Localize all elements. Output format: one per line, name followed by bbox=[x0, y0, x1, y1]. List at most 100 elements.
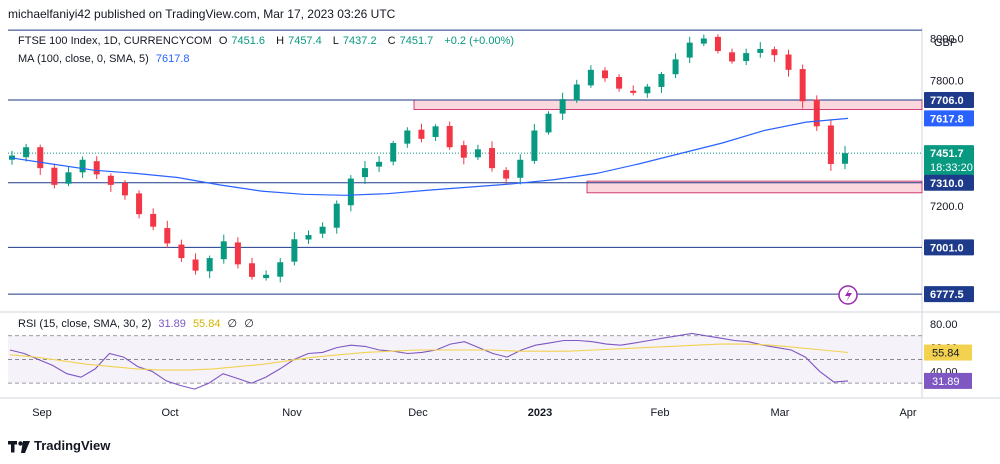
candle bbox=[446, 125, 453, 148]
price-axis-label: 7451.7 bbox=[930, 148, 964, 160]
tradingview-brand: TradingView bbox=[8, 438, 110, 453]
candle bbox=[319, 226, 326, 234]
candle bbox=[164, 228, 171, 244]
time-axis-tick-label: Mar bbox=[771, 407, 790, 419]
candle bbox=[263, 274, 270, 279]
candle bbox=[404, 130, 411, 144]
candle bbox=[644, 86, 651, 94]
candle bbox=[390, 143, 397, 162]
price-axis-label: 7001.0 bbox=[930, 242, 964, 254]
legend-ma: MA (100, close, 0, SMA, 5) 7617.8 bbox=[18, 53, 194, 65]
candle bbox=[559, 99, 566, 114]
legend-high: 7457.4 bbox=[288, 35, 322, 47]
candle bbox=[658, 74, 665, 87]
support-resistance-zone bbox=[586, 180, 923, 194]
time-axis-tick-label: 2023 bbox=[528, 407, 552, 419]
price-axis-label-box bbox=[924, 286, 974, 303]
time-axis-tick-label: Feb bbox=[651, 407, 670, 419]
support-resistance-zone bbox=[413, 99, 923, 110]
time-axis-tick-label: Dec bbox=[408, 407, 428, 419]
candle bbox=[601, 70, 608, 79]
legend-change: +0.2 (+0.00%) bbox=[444, 35, 515, 47]
candle bbox=[291, 239, 298, 262]
candle bbox=[714, 36, 721, 52]
legend-close: 7451.7 bbox=[399, 35, 434, 47]
legend-rsi-extra2: ∅ bbox=[244, 318, 254, 330]
candle bbox=[686, 42, 693, 58]
candle bbox=[842, 153, 848, 164]
candle bbox=[361, 168, 368, 178]
price-axis-label: 6777.5 bbox=[930, 289, 964, 301]
rsi-value-label-box bbox=[924, 372, 972, 389]
candle bbox=[249, 263, 256, 277]
candle bbox=[234, 242, 241, 265]
candle bbox=[150, 213, 157, 227]
legend-rsi: RSI (15, close, SMA, 30, 2) 31.89 55.84 … bbox=[18, 317, 258, 330]
candle bbox=[531, 130, 538, 161]
candle bbox=[672, 59, 679, 75]
legend-low-label: L bbox=[332, 35, 339, 47]
candle bbox=[192, 259, 199, 271]
candle bbox=[107, 175, 114, 185]
candle bbox=[305, 235, 312, 240]
legend-low: 7437.2 bbox=[342, 35, 377, 47]
rsi-ma-line bbox=[9, 343, 849, 371]
legend-rsi-label[interactable]: RSI (15, close, SMA, 30, 2) bbox=[18, 318, 152, 330]
candle bbox=[418, 129, 425, 139]
candle bbox=[37, 147, 44, 169]
candle bbox=[51, 167, 58, 185]
candle bbox=[93, 161, 100, 175]
candle bbox=[757, 48, 764, 53]
rsi-value-label: 55.84 bbox=[932, 348, 960, 360]
rsi-value-label-box bbox=[924, 344, 972, 361]
price-axis-label-box bbox=[924, 110, 974, 127]
price-axis-tick-label: 7800.0 bbox=[930, 75, 964, 87]
legend-ma-value: 7617.8 bbox=[155, 53, 190, 65]
price-axis-label-box bbox=[924, 91, 974, 108]
candle bbox=[503, 170, 510, 179]
candle bbox=[178, 244, 185, 259]
rsi-value-label: 31.89 bbox=[932, 376, 960, 388]
candle bbox=[813, 99, 820, 127]
candle bbox=[79, 159, 86, 173]
candle bbox=[616, 76, 623, 89]
candle bbox=[771, 49, 778, 56]
candle bbox=[220, 241, 227, 260]
candle bbox=[474, 149, 481, 158]
publisher-header: michaelfaniyi42 published on TradingView… bbox=[8, 7, 396, 21]
price-axis-label-box bbox=[924, 145, 974, 176]
candle bbox=[630, 90, 637, 93]
legend-symbol[interactable]: FTSE 100 Index, 1D, CURRENCYCOM bbox=[18, 35, 212, 47]
candle bbox=[587, 69, 594, 86]
rsi-axis-tick-label: 80.00 bbox=[930, 319, 958, 331]
candle bbox=[573, 84, 580, 101]
legend-rsi-value: 31.89 bbox=[158, 318, 186, 330]
legend-high-label: H bbox=[276, 35, 285, 47]
price-axis-label-box bbox=[924, 174, 974, 191]
price-axis-label: 7706.0 bbox=[930, 95, 964, 107]
legend-ma-label[interactable]: MA (100, close, 0, SMA, 5) bbox=[18, 53, 149, 65]
candle bbox=[121, 182, 128, 196]
candle bbox=[827, 125, 834, 164]
time-axis-tick-label: Apr bbox=[899, 407, 916, 419]
footer-brand-text: TradingView bbox=[34, 438, 111, 453]
candle bbox=[517, 159, 524, 178]
candle bbox=[347, 178, 354, 206]
candle bbox=[785, 54, 792, 70]
candle bbox=[333, 203, 340, 228]
tradingview-logo-icon bbox=[8, 440, 30, 453]
price-axis-tick-label: 8000.0 bbox=[930, 33, 964, 45]
legend-open-label: O bbox=[218, 35, 228, 47]
candle bbox=[545, 113, 552, 133]
ma-100-line bbox=[9, 117, 849, 196]
candle bbox=[729, 52, 736, 62]
time-axis-tick-label: Nov bbox=[282, 407, 302, 419]
legend-open: 7451.6 bbox=[231, 35, 266, 47]
rsi-line bbox=[9, 332, 849, 390]
candle bbox=[23, 147, 30, 158]
price-axis-tick-label: 7200.0 bbox=[930, 201, 964, 213]
time-axis-tick-label: Oct bbox=[161, 407, 178, 419]
legend-main: FTSE 100 Index, 1D, CURRENCYCOM O 7451.6 … bbox=[18, 35, 518, 47]
price-axis-label: 7617.8 bbox=[930, 113, 964, 125]
